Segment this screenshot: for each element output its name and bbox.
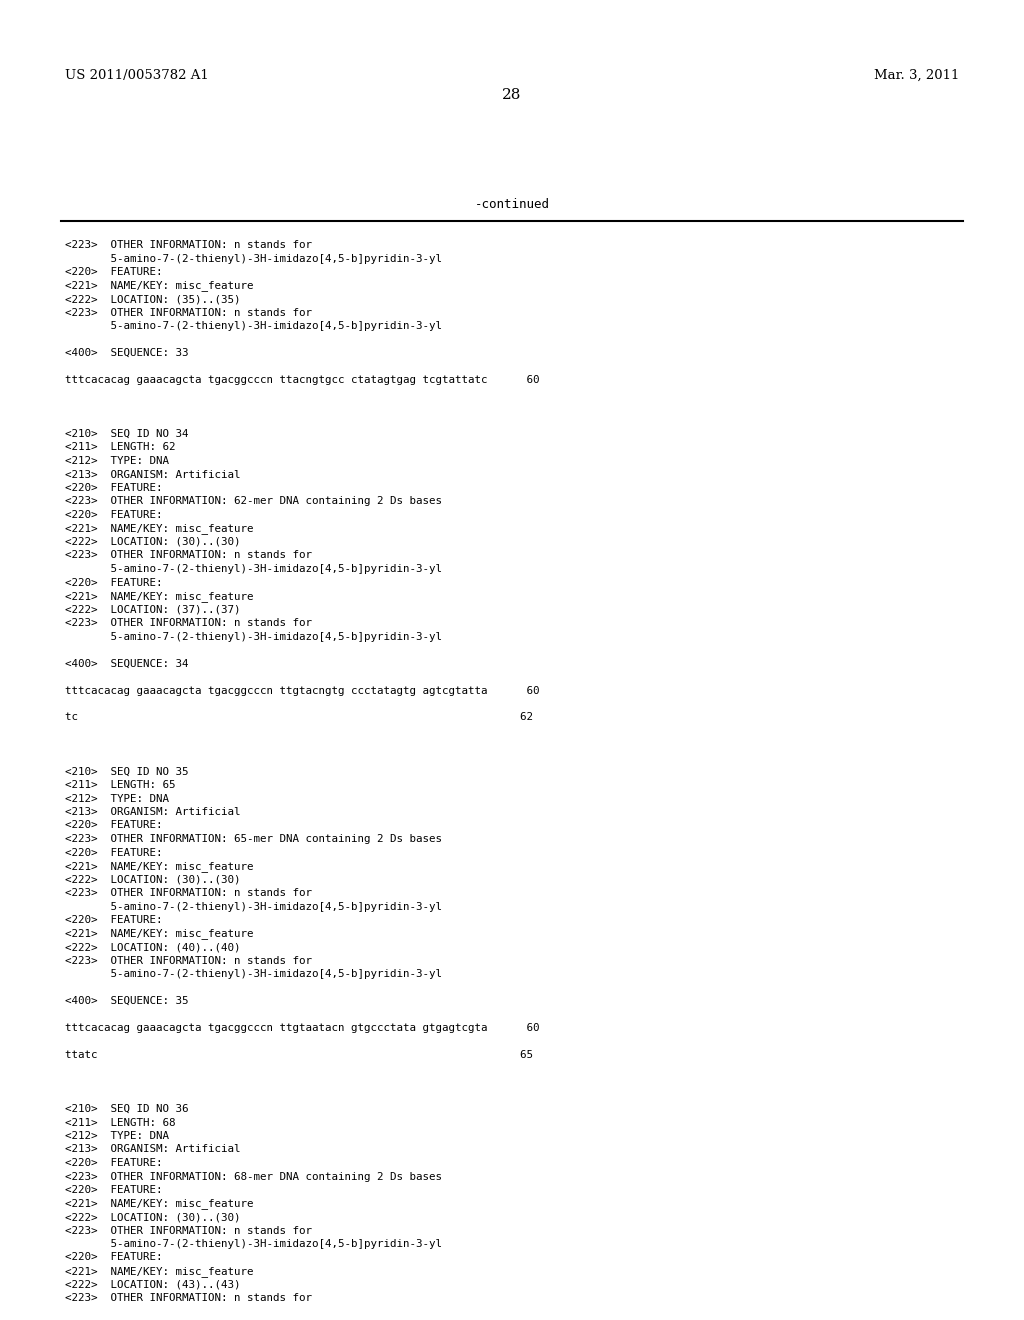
Text: tttcacacag gaaacagcta tgacggcccn ttgtacngtg ccctatagtg agtcgtatta      60: tttcacacag gaaacagcta tgacggcccn ttgtacn…: [65, 685, 540, 696]
Text: <221>  NAME/KEY: misc_feature: <221> NAME/KEY: misc_feature: [65, 861, 254, 873]
Text: <223>  OTHER INFORMATION: n stands for: <223> OTHER INFORMATION: n stands for: [65, 956, 312, 965]
Text: tc                                                                    62: tc 62: [65, 713, 534, 722]
Text: <220>  FEATURE:: <220> FEATURE:: [65, 267, 163, 277]
Text: 5-amino-7-(2-thienyl)-3H-imidazo[4,5-b]pyridin-3-yl: 5-amino-7-(2-thienyl)-3H-imidazo[4,5-b]p…: [65, 631, 442, 642]
Text: <221>  NAME/KEY: misc_feature: <221> NAME/KEY: misc_feature: [65, 591, 254, 602]
Text: <213>  ORGANISM: Artificial: <213> ORGANISM: Artificial: [65, 470, 241, 479]
Text: <222>  LOCATION: (40)..(40): <222> LOCATION: (40)..(40): [65, 942, 241, 952]
Text: <210>  SEQ ID NO 35: <210> SEQ ID NO 35: [65, 767, 188, 776]
Text: 5-amino-7-(2-thienyl)-3H-imidazo[4,5-b]pyridin-3-yl: 5-amino-7-(2-thienyl)-3H-imidazo[4,5-b]p…: [65, 902, 442, 912]
Text: <211>  LENGTH: 68: <211> LENGTH: 68: [65, 1118, 175, 1127]
Text: <223>  OTHER INFORMATION: n stands for: <223> OTHER INFORMATION: n stands for: [65, 308, 312, 318]
Text: <211>  LENGTH: 62: <211> LENGTH: 62: [65, 442, 175, 453]
Text: <222>  LOCATION: (37)..(37): <222> LOCATION: (37)..(37): [65, 605, 241, 615]
Text: 5-amino-7-(2-thienyl)-3H-imidazo[4,5-b]pyridin-3-yl: 5-amino-7-(2-thienyl)-3H-imidazo[4,5-b]p…: [65, 253, 442, 264]
Text: <220>  FEATURE:: <220> FEATURE:: [65, 483, 163, 492]
Text: <222>  LOCATION: (30)..(30): <222> LOCATION: (30)..(30): [65, 537, 241, 546]
Text: <223>  OTHER INFORMATION: 65-mer DNA containing 2 Ds bases: <223> OTHER INFORMATION: 65-mer DNA cont…: [65, 834, 442, 843]
Text: 5-amino-7-(2-thienyl)-3H-imidazo[4,5-b]pyridin-3-yl: 5-amino-7-(2-thienyl)-3H-imidazo[4,5-b]p…: [65, 969, 442, 979]
Text: tttcacacag gaaacagcta tgacggcccn ttacngtgcc ctatagtgag tcgtattatc      60: tttcacacag gaaacagcta tgacggcccn ttacngt…: [65, 375, 540, 385]
Text: <221>  NAME/KEY: misc_feature: <221> NAME/KEY: misc_feature: [65, 928, 254, 940]
Text: <210>  SEQ ID NO 36: <210> SEQ ID NO 36: [65, 1104, 188, 1114]
Text: <213>  ORGANISM: Artificial: <213> ORGANISM: Artificial: [65, 1144, 241, 1155]
Text: <222>  LOCATION: (30)..(30): <222> LOCATION: (30)..(30): [65, 1212, 241, 1222]
Text: 5-amino-7-(2-thienyl)-3H-imidazo[4,5-b]pyridin-3-yl: 5-amino-7-(2-thienyl)-3H-imidazo[4,5-b]p…: [65, 564, 442, 574]
Text: <223>  OTHER INFORMATION: n stands for: <223> OTHER INFORMATION: n stands for: [65, 618, 312, 628]
Text: <212>  TYPE: DNA: <212> TYPE: DNA: [65, 793, 169, 804]
Text: <223>  OTHER INFORMATION: 62-mer DNA containing 2 Ds bases: <223> OTHER INFORMATION: 62-mer DNA cont…: [65, 496, 442, 507]
Text: <223>  OTHER INFORMATION: n stands for: <223> OTHER INFORMATION: n stands for: [65, 240, 312, 249]
Text: <210>  SEQ ID NO 34: <210> SEQ ID NO 34: [65, 429, 188, 440]
Text: <221>  NAME/KEY: misc_feature: <221> NAME/KEY: misc_feature: [65, 1199, 254, 1209]
Text: <223>  OTHER INFORMATION: n stands for: <223> OTHER INFORMATION: n stands for: [65, 550, 312, 561]
Text: <400>  SEQUENCE: 34: <400> SEQUENCE: 34: [65, 659, 188, 668]
Text: <223>  OTHER INFORMATION: n stands for: <223> OTHER INFORMATION: n stands for: [65, 1225, 312, 1236]
Text: 28: 28: [503, 88, 521, 102]
Text: <211>  LENGTH: 65: <211> LENGTH: 65: [65, 780, 175, 789]
Text: <221>  NAME/KEY: misc_feature: <221> NAME/KEY: misc_feature: [65, 1266, 254, 1276]
Text: <221>  NAME/KEY: misc_feature: <221> NAME/KEY: misc_feature: [65, 524, 254, 535]
Text: <223>  OTHER INFORMATION: 68-mer DNA containing 2 Ds bases: <223> OTHER INFORMATION: 68-mer DNA cont…: [65, 1172, 442, 1181]
Text: <221>  NAME/KEY: misc_feature: <221> NAME/KEY: misc_feature: [65, 281, 254, 292]
Text: <400>  SEQUENCE: 33: <400> SEQUENCE: 33: [65, 348, 188, 358]
Text: 5-amino-7-(2-thienyl)-3H-imidazo[4,5-b]pyridin-3-yl: 5-amino-7-(2-thienyl)-3H-imidazo[4,5-b]p…: [65, 1239, 442, 1249]
Text: <220>  FEATURE:: <220> FEATURE:: [65, 1158, 163, 1168]
Text: <220>  FEATURE:: <220> FEATURE:: [65, 1253, 163, 1262]
Text: <222>  LOCATION: (30)..(30): <222> LOCATION: (30)..(30): [65, 874, 241, 884]
Text: US 2011/0053782 A1: US 2011/0053782 A1: [65, 69, 209, 82]
Text: <212>  TYPE: DNA: <212> TYPE: DNA: [65, 1131, 169, 1140]
Text: <220>  FEATURE:: <220> FEATURE:: [65, 1185, 163, 1195]
Text: ttatc                                                                 65: ttatc 65: [65, 1049, 534, 1060]
Text: <220>  FEATURE:: <220> FEATURE:: [65, 847, 163, 858]
Text: <222>  LOCATION: (43)..(43): <222> LOCATION: (43)..(43): [65, 1279, 241, 1290]
Text: 5-amino-7-(2-thienyl)-3H-imidazo[4,5-b]pyridin-3-yl: 5-amino-7-(2-thienyl)-3H-imidazo[4,5-b]p…: [65, 321, 442, 331]
Text: Mar. 3, 2011: Mar. 3, 2011: [873, 69, 959, 82]
Text: <220>  FEATURE:: <220> FEATURE:: [65, 578, 163, 587]
Text: <220>  FEATURE:: <220> FEATURE:: [65, 915, 163, 925]
Text: <220>  FEATURE:: <220> FEATURE:: [65, 821, 163, 830]
Text: -continued: -continued: [474, 198, 550, 211]
Text: <223>  OTHER INFORMATION: n stands for: <223> OTHER INFORMATION: n stands for: [65, 1294, 312, 1303]
Text: <400>  SEQUENCE: 35: <400> SEQUENCE: 35: [65, 997, 188, 1006]
Text: <222>  LOCATION: (35)..(35): <222> LOCATION: (35)..(35): [65, 294, 241, 304]
Text: tttcacacag gaaacagcta tgacggcccn ttgtaatacn gtgccctata gtgagtcgta      60: tttcacacag gaaacagcta tgacggcccn ttgtaat…: [65, 1023, 540, 1034]
Text: <212>  TYPE: DNA: <212> TYPE: DNA: [65, 455, 169, 466]
Text: <220>  FEATURE:: <220> FEATURE:: [65, 510, 163, 520]
Text: <223>  OTHER INFORMATION: n stands for: <223> OTHER INFORMATION: n stands for: [65, 888, 312, 898]
Text: <213>  ORGANISM: Artificial: <213> ORGANISM: Artificial: [65, 807, 241, 817]
